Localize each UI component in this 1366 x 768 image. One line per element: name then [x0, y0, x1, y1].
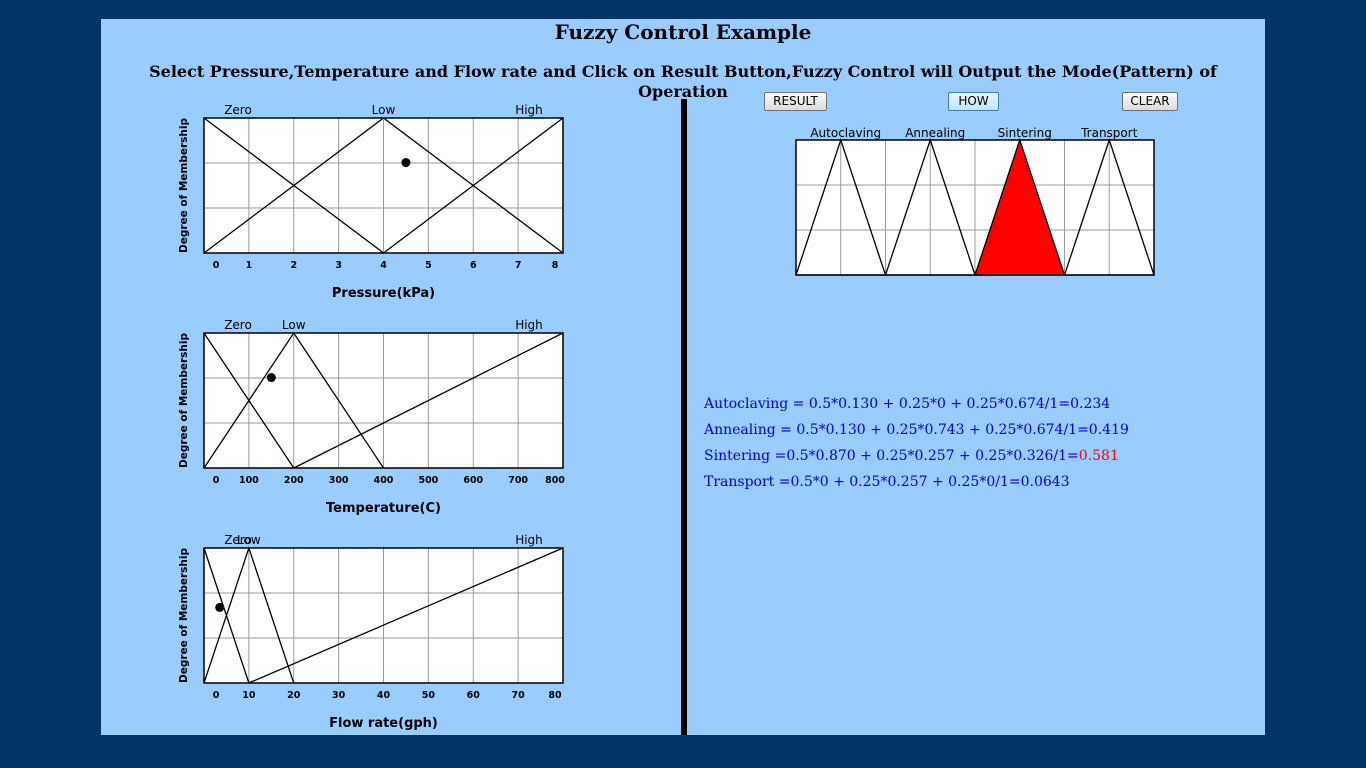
temperature-c-tick-label: 600 [463, 475, 483, 486]
temperature-c-set-label: High [515, 318, 543, 332]
output-set-label: Sintering [998, 126, 1052, 140]
page-title: Fuzzy Control Example [554, 20, 812, 44]
flow-rate-gph-set-label: High [515, 533, 543, 547]
main-panel: Fuzzy Control Example Select Pressure,Te… [101, 19, 1265, 735]
flow-rate-gph-tick-label: 30 [332, 690, 346, 701]
flow-rate-gph-tick-label: 60 [467, 690, 481, 701]
temperature-c-tick-label: 400 [374, 475, 394, 486]
temperature-c-selected-point [266, 373, 276, 383]
temperature-c-tick-label: 100 [239, 475, 259, 486]
flow-rate-gph-set-label: Zero [224, 533, 252, 547]
pressure-kpa-y-axis-label: Degree of Membership [178, 118, 190, 254]
temperature-c-tick-label: 500 [418, 475, 438, 486]
result-annealing: Annealing = 0.5*0.130 + 0.25*0.743 + 0.2… [704, 422, 1129, 438]
result-button[interactable]: RESULT [764, 92, 827, 111]
temperature-c-tick-label: 200 [284, 475, 304, 486]
flow-rate-gph-tick-label: 50 [422, 690, 436, 701]
flow-rate-gph-tick-label: 70 [512, 690, 526, 701]
output-set-label: Autoclaving [810, 126, 881, 140]
flow-rate-gph-tick-label: 0 [213, 690, 220, 701]
flow-rate-gph-x-axis-label: Flow rate(gph) [329, 716, 438, 731]
flow-rate-gph-selected-point [215, 602, 225, 612]
pressure-kpa-tick-label: 1 [246, 260, 253, 271]
flow-rate-gph-tick-label: 80 [548, 690, 562, 701]
temperature-c-set-label: Low [282, 318, 306, 332]
temperature-c-series-high [293, 332, 564, 469]
pressure-kpa-tick-label: 6 [470, 260, 477, 271]
temperature-c-tick-label: 800 [545, 475, 565, 486]
result-transport: Transport =0.5*0 + 0.25*0.257 + 0.25*0/1… [704, 474, 1070, 490]
temperature-c-tick-label: 0 [213, 475, 220, 486]
pressure-kpa-tick-label: 2 [290, 260, 297, 271]
pressure-kpa-tick-label: 5 [425, 260, 432, 271]
how-button[interactable]: HOW [948, 92, 999, 111]
result-sintering: Sintering =0.5*0.870 + 0.25*0.257 + 0.25… [704, 448, 1119, 464]
flow-rate-gph-tick-label: 40 [377, 690, 391, 701]
output-frame [795, 139, 1155, 276]
pressure-kpa-series-high [383, 117, 564, 254]
temperature-c-x-axis-label: Temperature(C) [326, 501, 441, 516]
flow-rate-gph-tick-label: 10 [242, 690, 256, 701]
result-autoclaving: Autoclaving = 0.5*0.130 + 0.25*0 + 0.25*… [704, 396, 1111, 412]
pressure-kpa-set-label: Zero [224, 103, 252, 117]
flow-rate-gph-series-low [203, 545, 295, 684]
clear-button[interactable]: CLEAR [1122, 92, 1178, 111]
pressure-kpa-tick-label: 3 [335, 260, 342, 271]
temperature-c-series-low [203, 331, 385, 469]
pressure-kpa-set-label: High [515, 103, 543, 117]
flow-rate-gph-series-high [248, 547, 564, 684]
pressure-kpa-tick-label: 0 [213, 260, 220, 271]
temperature-c-set-label: Zero [224, 318, 252, 332]
flow-rate-gph-y-axis-label: Degree of Membership [178, 548, 190, 684]
flow-rate-gph-set-label: Low [237, 533, 261, 547]
pressure-kpa-set-label: Low [372, 103, 396, 117]
vertical-divider [681, 99, 687, 735]
output-set-label: Annealing [905, 126, 965, 140]
temperature-c-tick-label: 300 [329, 475, 349, 486]
pressure-kpa-tick-label: 7 [515, 260, 522, 271]
output-set-label: Transport [1080, 126, 1138, 140]
temperature-c-tick-label: 700 [508, 475, 528, 486]
flow-rate-gph-frame [203, 547, 564, 684]
pressure-kpa-x-axis-label: Pressure(kPa) [332, 286, 435, 301]
pressure-kpa-tick-label: 8 [552, 260, 559, 271]
pressure-kpa-series-low [203, 117, 564, 254]
pressure-kpa-selected-point [401, 158, 411, 168]
temperature-c-y-axis-label: Degree of Membership [178, 333, 190, 469]
flow-rate-gph-tick-label: 20 [287, 690, 301, 701]
pressure-kpa-tick-label: 4 [380, 260, 387, 271]
instruction-text: Select Pressure,Temperature and Flow rat… [149, 62, 1217, 101]
